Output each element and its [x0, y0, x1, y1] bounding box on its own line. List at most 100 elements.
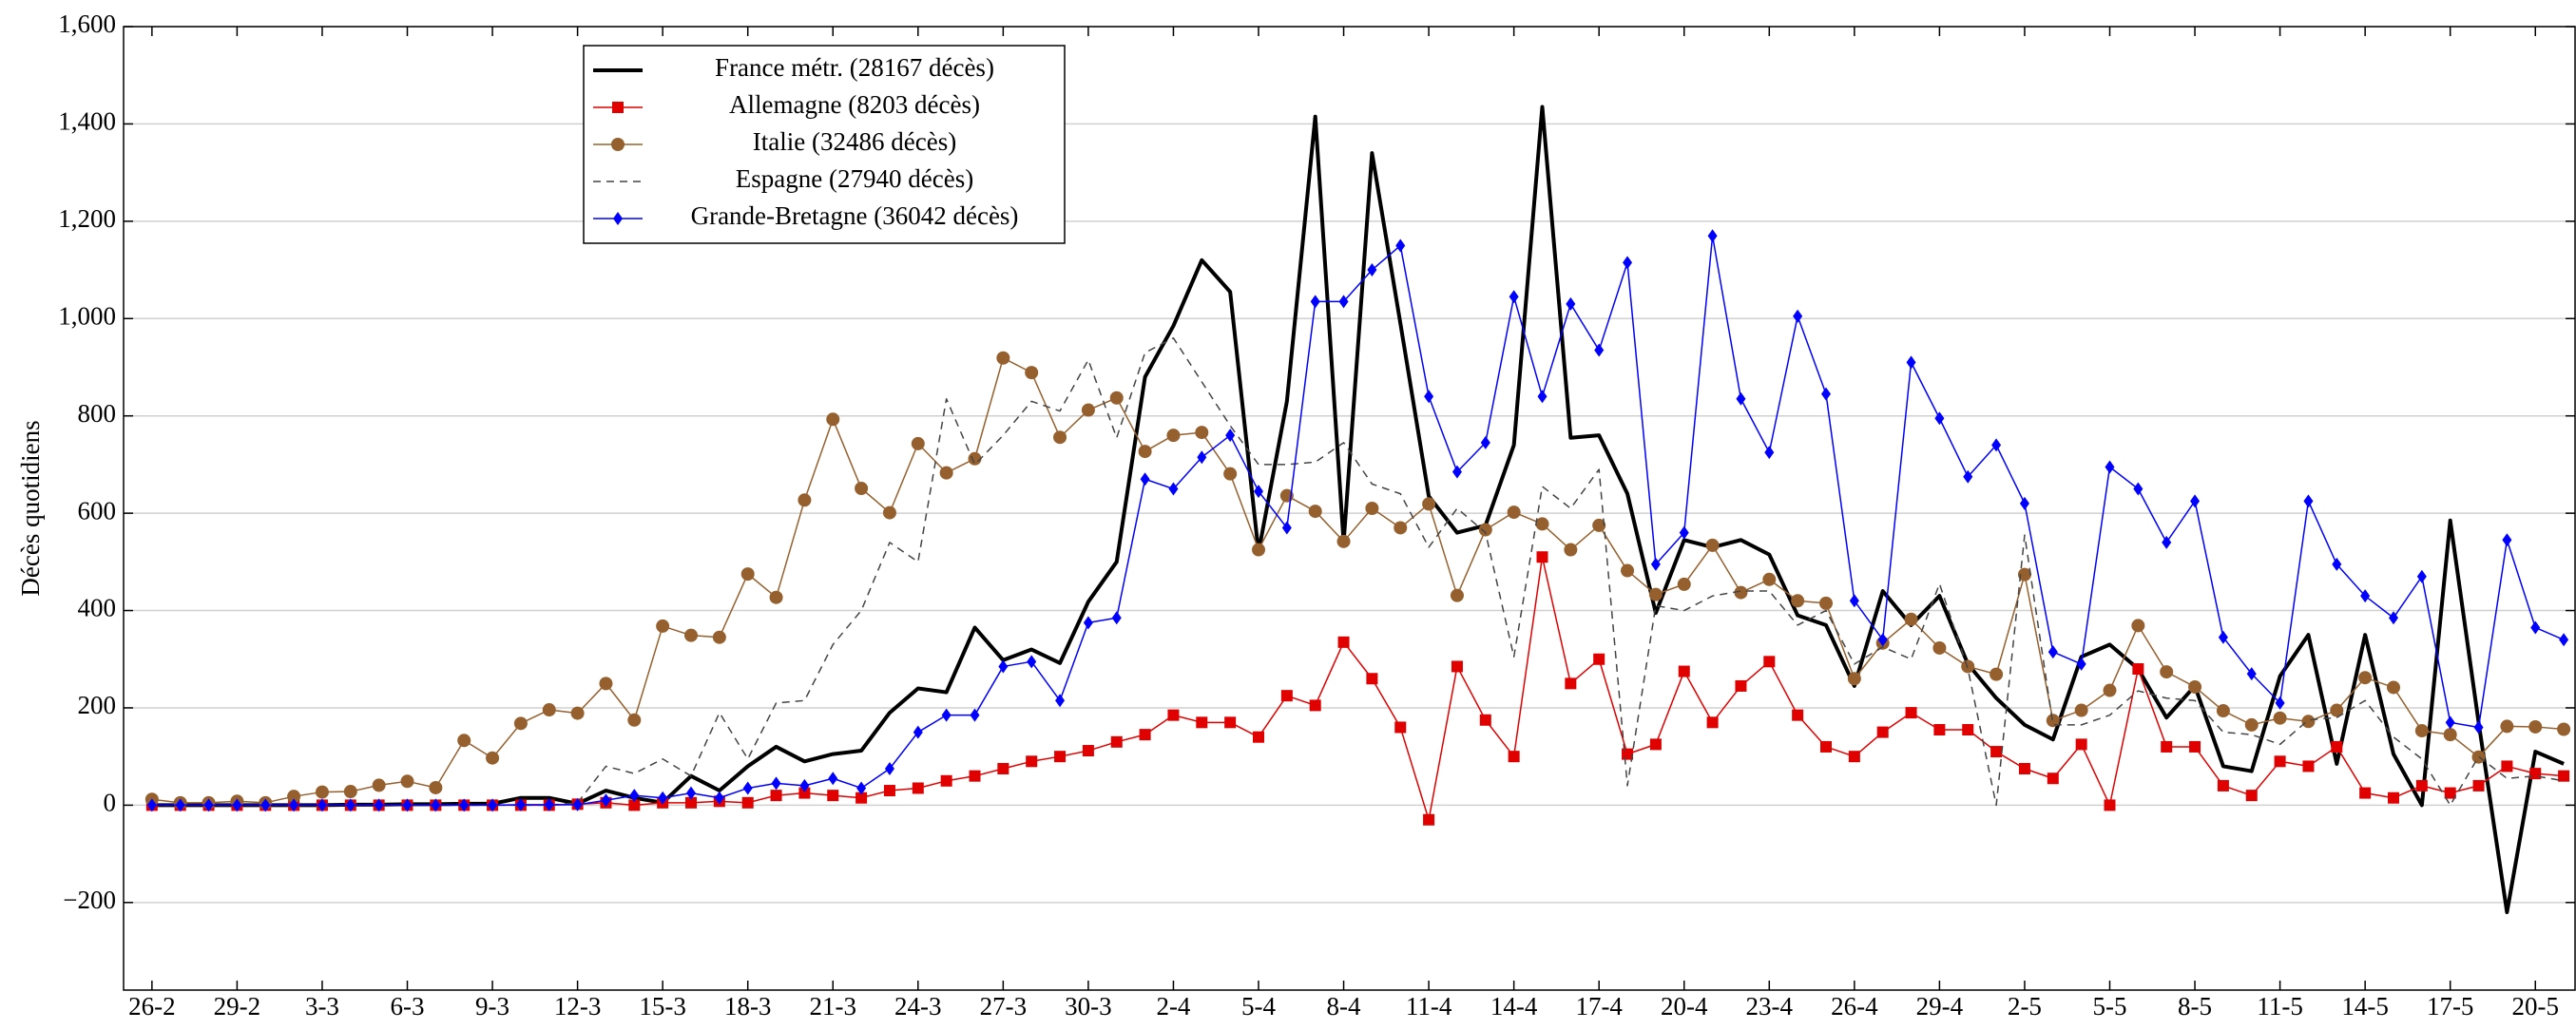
marker	[1225, 429, 1236, 443]
marker	[1109, 391, 1124, 405]
y-tick-label: −200	[63, 886, 116, 914]
series	[151, 337, 2565, 807]
marker	[1138, 445, 1152, 459]
marker	[1904, 612, 1918, 626]
marker	[1991, 438, 2002, 452]
marker	[2161, 740, 2173, 753]
marker	[1876, 726, 1889, 738]
marker	[1140, 472, 1150, 486]
marker	[2332, 557, 2342, 571]
legend-marker	[612, 102, 624, 113]
marker	[457, 734, 471, 748]
marker	[913, 725, 923, 739]
marker	[1565, 677, 1577, 690]
y-tick-label: 400	[78, 594, 117, 622]
marker	[798, 493, 812, 507]
marker	[1734, 585, 1748, 600]
marker	[1479, 714, 1491, 726]
x-tick-label: 20-4	[1661, 992, 1708, 1020]
series-line	[151, 556, 2565, 821]
x-tick-label: 26-4	[1831, 992, 1878, 1020]
x-tick-label: 2-4	[1156, 992, 1190, 1020]
marker	[1877, 633, 1888, 647]
marker	[2188, 679, 2202, 694]
marker	[544, 797, 554, 811]
marker	[1110, 735, 1123, 748]
x-tick-label: 30-3	[1065, 992, 1112, 1020]
marker	[856, 781, 867, 795]
marker	[1962, 724, 1974, 736]
series	[146, 229, 2569, 812]
marker	[345, 798, 356, 812]
marker	[1253, 731, 1264, 743]
marker	[798, 787, 811, 799]
marker	[1309, 699, 1321, 712]
marker	[2302, 760, 2315, 772]
marker	[2133, 482, 2143, 496]
marker	[2501, 760, 2513, 772]
marker	[2103, 683, 2117, 697]
marker	[2018, 762, 2030, 774]
marker	[2190, 494, 2201, 508]
marker	[2274, 755, 2286, 768]
plot-frame	[123, 26, 2576, 991]
marker	[429, 780, 443, 794]
marker	[1537, 390, 1548, 404]
marker	[1366, 673, 1378, 685]
marker	[2216, 704, 2230, 718]
marker	[2414, 724, 2429, 738]
marker	[2445, 715, 2455, 730]
marker	[315, 785, 329, 799]
marker	[1820, 740, 1832, 753]
x-tick-label: 21-3	[810, 992, 857, 1020]
marker	[203, 798, 214, 812]
x-tick-label: 14-5	[2341, 992, 2389, 1020]
marker	[1821, 387, 1831, 401]
marker	[2275, 696, 2285, 710]
marker	[2019, 496, 2029, 510]
marker	[1395, 238, 1406, 253]
marker	[658, 791, 668, 805]
marker	[599, 677, 613, 691]
marker	[855, 482, 869, 496]
marker	[1480, 435, 1490, 449]
legend-label: Allemagne (8203 décès)	[729, 90, 980, 119]
marker	[2359, 787, 2372, 799]
marker	[1536, 551, 1548, 563]
marker	[372, 778, 386, 792]
marker	[2047, 772, 2059, 785]
marker	[1509, 290, 1519, 304]
marker	[1507, 505, 1521, 520]
x-tick-label: 26-2	[128, 992, 176, 1020]
marker	[287, 790, 301, 804]
marker	[1197, 450, 1207, 465]
marker	[1338, 295, 1349, 309]
y-tick-label: 1,000	[58, 301, 116, 330]
marker	[1535, 517, 1549, 531]
marker	[741, 796, 754, 809]
marker	[2557, 722, 2571, 736]
series-line	[151, 337, 2565, 807]
marker	[1791, 594, 1805, 608]
marker	[1963, 469, 1973, 484]
x-tick-label: 23-4	[1746, 992, 1794, 1020]
marker	[1764, 446, 1775, 460]
marker	[911, 436, 925, 450]
marker	[627, 713, 642, 727]
marker	[1450, 588, 1464, 602]
marker	[2558, 770, 2570, 782]
marker	[2246, 667, 2257, 681]
x-tick-label: 24-3	[894, 992, 942, 1020]
marker	[1081, 403, 1095, 417]
marker	[1337, 636, 1350, 648]
marker	[939, 466, 953, 480]
marker	[628, 799, 641, 811]
marker	[1678, 665, 1690, 677]
marker	[2559, 633, 2569, 647]
marker	[488, 798, 498, 812]
marker	[2528, 719, 2543, 734]
marker	[969, 770, 981, 782]
marker	[542, 703, 556, 717]
marker	[712, 630, 726, 644]
marker	[1679, 525, 1689, 540]
